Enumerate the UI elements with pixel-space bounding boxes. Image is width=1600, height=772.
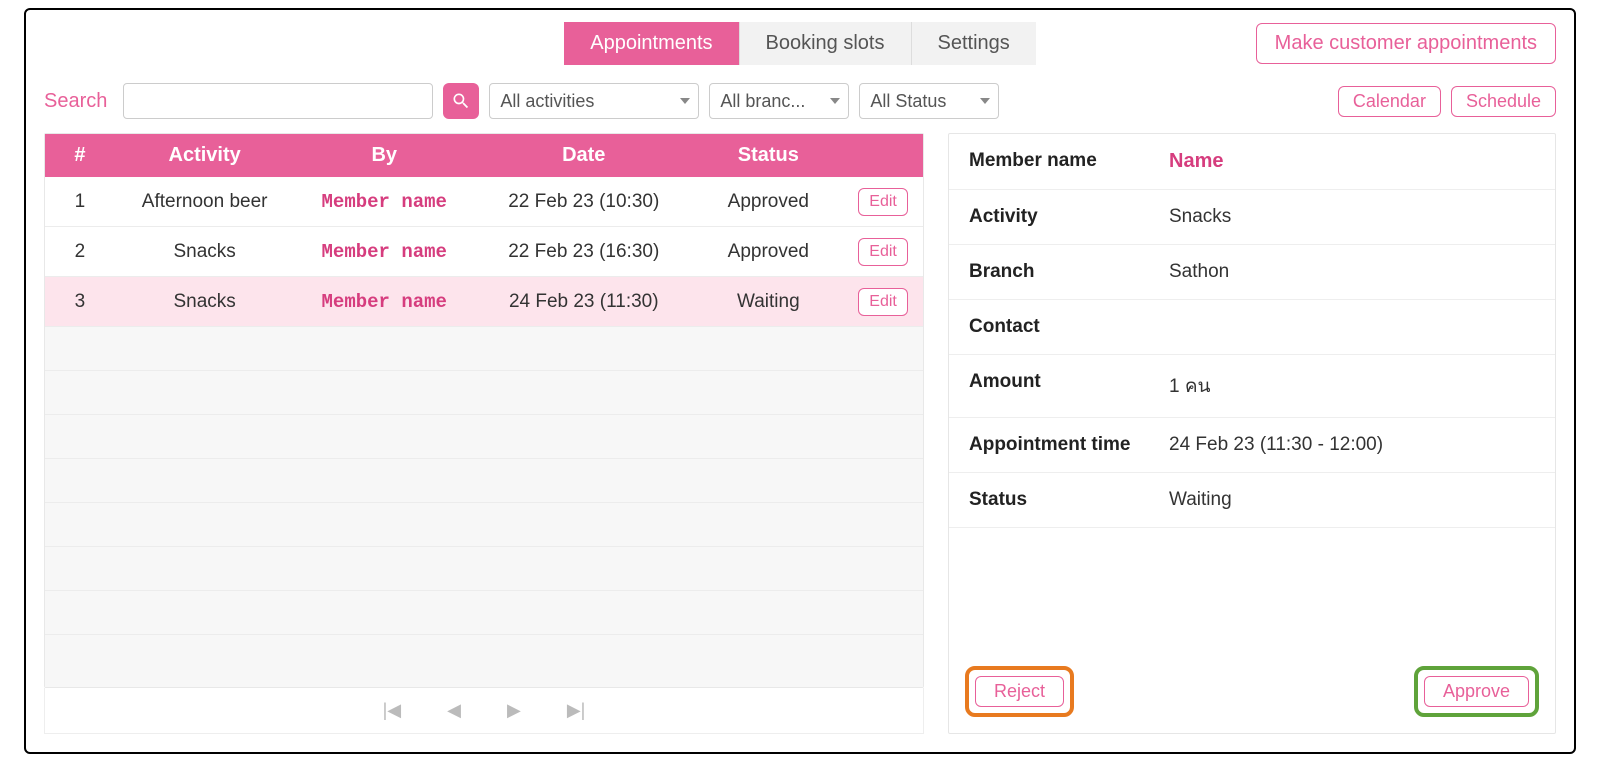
- col-header-activity: Activity: [115, 134, 295, 177]
- filter-status-select[interactable]: All Status: [859, 83, 999, 119]
- make-customer-appointments-button[interactable]: Make customer appointments: [1256, 23, 1556, 64]
- search-button[interactable]: [443, 83, 479, 119]
- table-header: # Activity By Date Status: [45, 134, 923, 177]
- table-row-empty: [45, 547, 923, 591]
- cell-num: 3: [45, 277, 115, 326]
- pager: |◀ ◀ ▶ ▶|: [44, 688, 924, 734]
- filter-activities-value: All activities: [500, 91, 594, 112]
- cell-num: 1: [45, 177, 115, 226]
- cell-num: 2: [45, 227, 115, 276]
- tabs: Appointments Booking slots Settings: [564, 22, 1036, 65]
- table-row[interactable]: 1Afternoon beer Member name 22 Feb 23 (10:…: [45, 177, 923, 227]
- table-row[interactable]: 3Snacks Member name 24 Feb 23 (11:30)Waiti…: [45, 277, 923, 327]
- member-link[interactable]: Member name: [322, 291, 447, 313]
- table-row-empty: [45, 459, 923, 503]
- table-row-empty: [45, 327, 923, 371]
- detail-value-status: Waiting: [1169, 489, 1535, 511]
- reject-highlight: Reject: [965, 666, 1074, 717]
- app-frame: Appointments Booking slots Settings Make…: [24, 8, 1576, 754]
- detail-panel: Member name Name Activity Snacks Branch …: [948, 133, 1556, 734]
- detail-value-branch: Sathon: [1169, 261, 1535, 283]
- pager-first[interactable]: |◀: [383, 700, 402, 721]
- filter-branches-select[interactable]: All branc...: [709, 83, 849, 119]
- search-label: Search: [44, 90, 107, 113]
- cell-activity: Snacks: [115, 277, 295, 326]
- table-row-empty: [45, 591, 923, 635]
- cell-activity: Snacks: [115, 227, 295, 276]
- table-row-empty: [45, 415, 923, 459]
- pager-prev[interactable]: ◀: [447, 700, 461, 721]
- detail-value-contact: [1169, 316, 1535, 338]
- col-header-status: Status: [694, 134, 844, 177]
- calendar-button[interactable]: Calendar: [1338, 86, 1441, 117]
- cell-date: 22 Feb 23 (10:30): [474, 177, 693, 226]
- schedule-button[interactable]: Schedule: [1451, 86, 1556, 117]
- tab-booking-slots[interactable]: Booking slots: [740, 22, 912, 65]
- detail-label-contact: Contact: [969, 316, 1169, 338]
- member-link[interactable]: Member name: [322, 191, 447, 213]
- table-body: 1Afternoon beer Member name 22 Feb 23 (10:…: [45, 177, 923, 687]
- approve-highlight: Approve: [1414, 666, 1539, 717]
- col-header-num: #: [45, 134, 115, 177]
- filter-branches-value: All branc...: [720, 91, 805, 112]
- pager-next[interactable]: ▶: [507, 700, 521, 721]
- pager-last[interactable]: ▶|: [567, 700, 586, 721]
- appointments-table: # Activity By Date Status 1Afternoon bee…: [44, 133, 924, 688]
- detail-actions: Reject Approve: [949, 652, 1555, 733]
- cell-activity: Afternoon beer: [115, 177, 295, 226]
- cell-date: 22 Feb 23 (16:30): [474, 227, 693, 276]
- table-row-empty: [45, 371, 923, 415]
- cell-status: Approved: [694, 177, 844, 226]
- filter-status-value: All Status: [870, 91, 946, 112]
- search-icon: [451, 91, 471, 111]
- detail-label-activity: Activity: [969, 206, 1169, 228]
- filter-row: Search All activities All branc... All S…: [44, 83, 1556, 119]
- chevron-down-icon: [980, 98, 990, 104]
- detail-value-member-name[interactable]: Name: [1169, 150, 1535, 173]
- detail-label-status: Status: [969, 489, 1169, 511]
- col-header-by: By: [294, 134, 474, 177]
- chevron-down-icon: [680, 98, 690, 104]
- member-link[interactable]: Member name: [322, 241, 447, 263]
- filter-activities-select[interactable]: All activities: [489, 83, 699, 119]
- chevron-down-icon: [830, 98, 840, 104]
- table-row-empty: [45, 503, 923, 547]
- col-header-date: Date: [474, 134, 693, 177]
- detail-label-branch: Branch: [969, 261, 1169, 283]
- tab-settings[interactable]: Settings: [912, 22, 1036, 65]
- appointments-table-region: # Activity By Date Status 1Afternoon bee…: [44, 133, 924, 734]
- reject-button[interactable]: Reject: [975, 676, 1064, 707]
- detail-value-amount: 1 คน: [1169, 371, 1535, 401]
- edit-button[interactable]: Edit: [858, 238, 908, 266]
- cell-status: Approved: [694, 227, 844, 276]
- detail-value-appointment-time: 24 Feb 23 (11:30 - 12:00): [1169, 434, 1535, 456]
- tab-appointments[interactable]: Appointments: [564, 22, 739, 65]
- main-area: # Activity By Date Status 1Afternoon bee…: [44, 133, 1556, 734]
- topbar: Appointments Booking slots Settings Make…: [44, 22, 1556, 65]
- detail-value-activity: Snacks: [1169, 206, 1535, 228]
- detail-label-amount: Amount: [969, 371, 1169, 401]
- detail-panel-region: Member name Name Activity Snacks Branch …: [948, 133, 1556, 734]
- search-input[interactable]: [123, 83, 433, 119]
- detail-label-member-name: Member name: [969, 150, 1169, 173]
- table-row[interactable]: 2Snacks Member name 22 Feb 23 (16:30)Appro…: [45, 227, 923, 277]
- approve-button[interactable]: Approve: [1424, 676, 1529, 707]
- detail-label-appointment-time: Appointment time: [969, 434, 1169, 456]
- cell-status: Waiting: [694, 277, 844, 326]
- edit-button[interactable]: Edit: [858, 188, 908, 216]
- edit-button[interactable]: Edit: [858, 288, 908, 316]
- cell-date: 24 Feb 23 (11:30): [474, 277, 693, 326]
